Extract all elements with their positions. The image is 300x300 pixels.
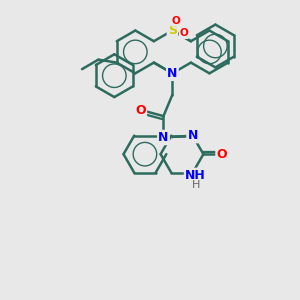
- Text: N: N: [188, 129, 198, 142]
- Text: S: S: [168, 24, 177, 37]
- Text: O: O: [217, 148, 227, 161]
- Text: N: N: [167, 67, 178, 80]
- Text: O: O: [172, 16, 180, 26]
- Text: N: N: [158, 131, 169, 144]
- Text: O: O: [135, 104, 146, 117]
- Text: H: H: [191, 180, 200, 190]
- Text: O: O: [179, 28, 188, 38]
- Text: NH: NH: [185, 169, 206, 182]
